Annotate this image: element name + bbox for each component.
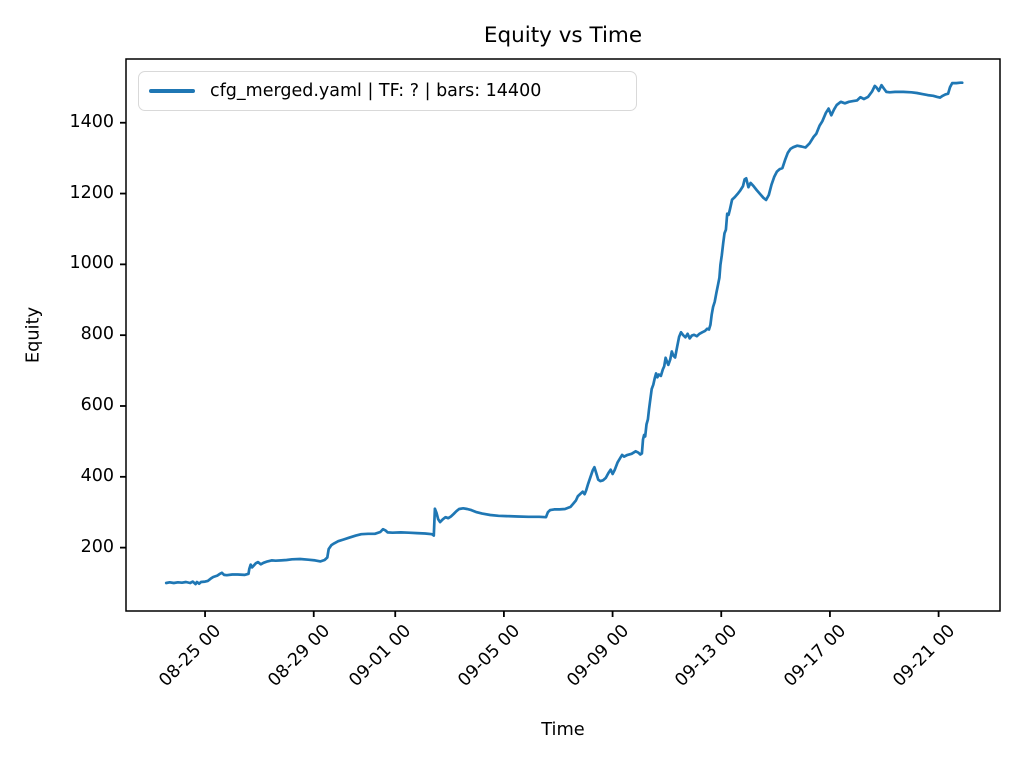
y-tick-label: 1000 <box>69 253 114 274</box>
legend-label: cfg_merged.yaml | TF: ? | bars: 14400 <box>210 81 542 101</box>
y-tick-label: 600 <box>80 394 114 415</box>
x-axis-label: Time <box>541 719 585 740</box>
axes-spines <box>125 58 1001 612</box>
y-tick-label: 1400 <box>69 111 114 132</box>
y-tick-label: 1200 <box>69 182 114 203</box>
y-tick-label: 800 <box>80 324 114 345</box>
legend-line-sample <box>149 89 195 93</box>
y-tick-label: 200 <box>80 536 114 557</box>
chart-title: Equity vs Time <box>483 23 643 48</box>
equity-curve <box>164 81 964 586</box>
legend: cfg_merged.yaml | TF: ? | bars: 14400 <box>138 71 637 111</box>
y-tick-label: 400 <box>80 465 114 486</box>
